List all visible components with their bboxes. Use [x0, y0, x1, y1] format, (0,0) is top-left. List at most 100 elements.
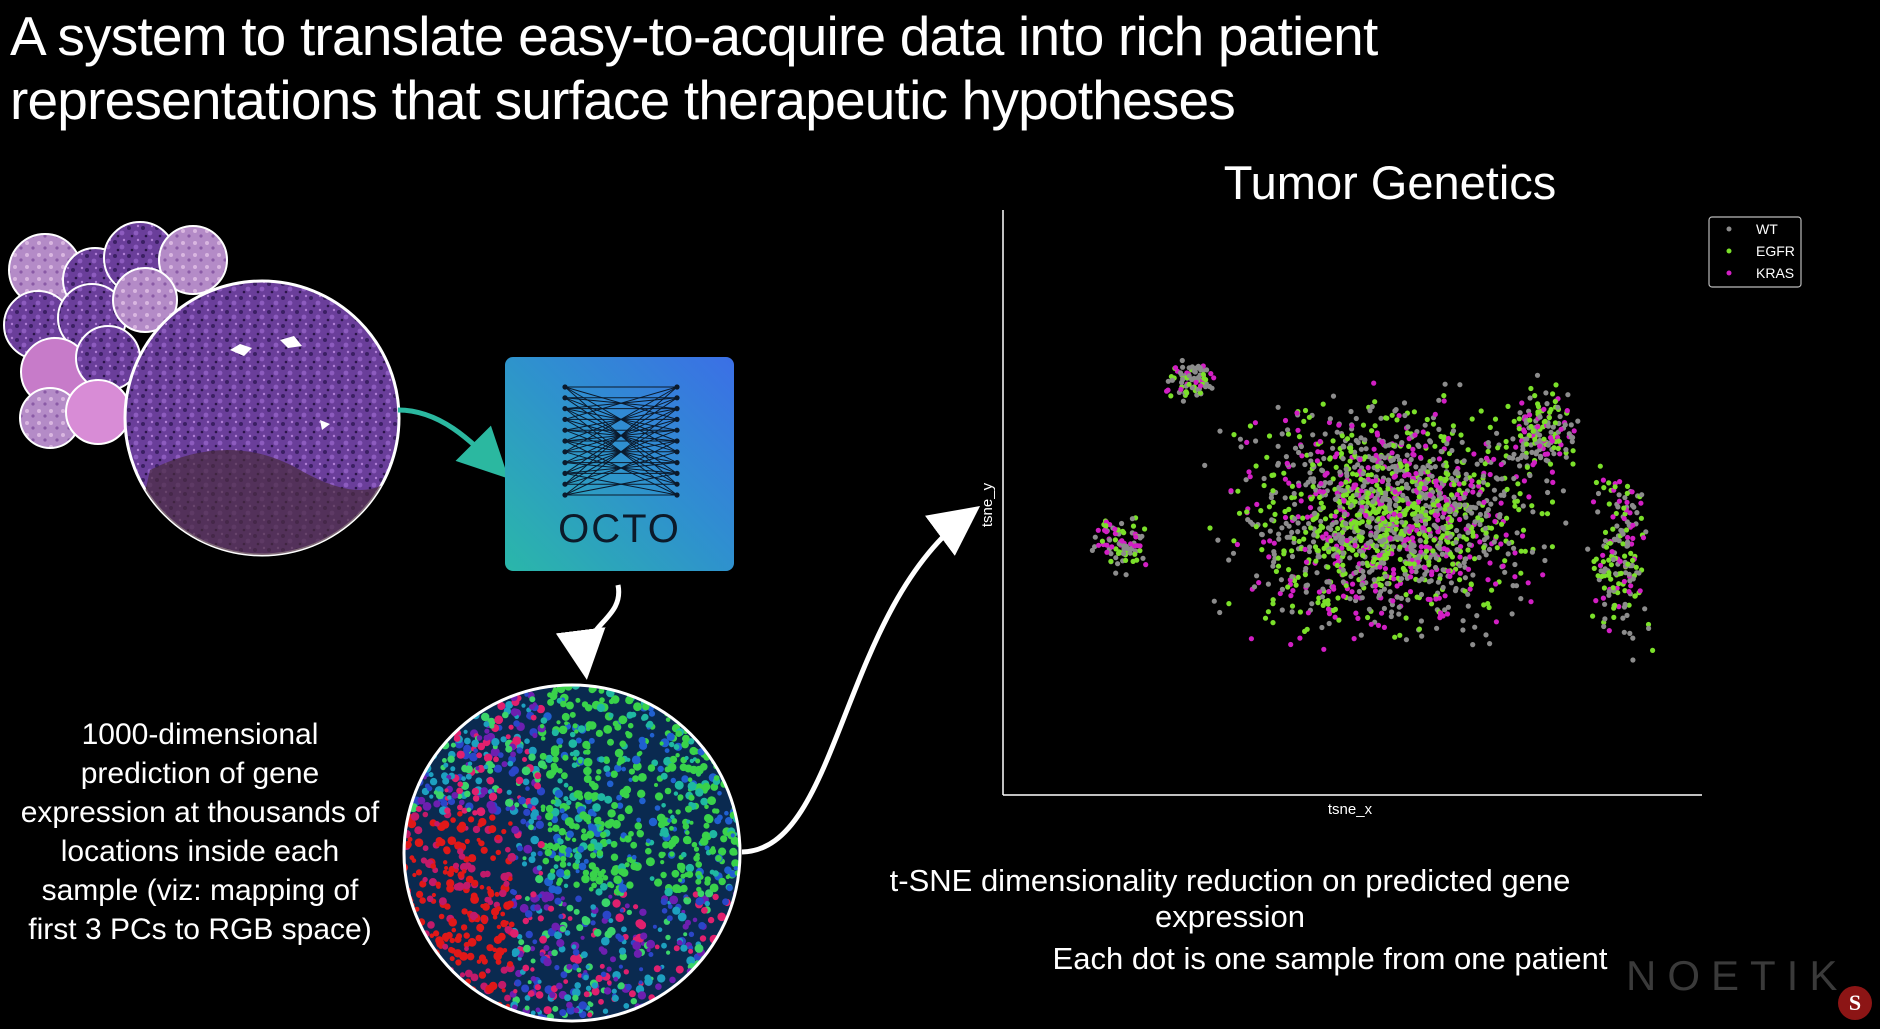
scatter-point [1370, 499, 1376, 505]
scatter-point [1423, 544, 1429, 550]
scatter-point [1627, 510, 1633, 516]
scatter-point [1471, 472, 1477, 478]
scatter-point [1397, 632, 1403, 638]
scatter-point [1377, 564, 1383, 570]
scatter-point [1448, 492, 1455, 498]
scatter-point [1286, 506, 1292, 512]
scatter-point [1503, 532, 1509, 538]
scatter-point [1310, 539, 1317, 545]
scatter-point [1337, 469, 1343, 475]
scatter-point [1388, 613, 1394, 620]
scatter-point [1477, 539, 1483, 545]
scatter-point [1330, 546, 1337, 552]
scatter-point [1289, 574, 1295, 580]
scatter-point [1360, 499, 1366, 505]
scatter-point [1373, 452, 1379, 458]
scatter-point [1595, 490, 1602, 497]
scatter-point [1336, 532, 1342, 538]
scatter-point [1530, 509, 1536, 515]
scatter-point [1646, 625, 1652, 632]
scatter-point [1444, 463, 1450, 469]
scatter-point [1128, 541, 1134, 547]
scatter-point [1271, 551, 1277, 558]
scatter-point [1512, 574, 1518, 580]
scatter-point [1353, 552, 1359, 558]
scatter-point [1431, 537, 1437, 543]
scatter-point [1532, 436, 1538, 442]
scatter-point [1643, 529, 1649, 535]
scatter-point [1522, 548, 1528, 554]
scatter-point [1504, 486, 1510, 492]
scatter-point [1395, 480, 1401, 486]
scatter-point [1491, 456, 1497, 462]
scatter-point [1310, 432, 1316, 438]
scatter-point [1427, 438, 1433, 444]
scatter-point [1335, 595, 1341, 601]
scatter-point [1244, 509, 1250, 515]
scatter-point [1197, 365, 1203, 371]
scatter-point [1457, 554, 1463, 560]
scatter-point [1447, 534, 1453, 540]
scatter-point [1465, 447, 1471, 453]
scatter-point [1413, 464, 1419, 470]
scatter-point [1359, 582, 1365, 588]
scatter-point [1356, 534, 1362, 540]
scatter-point [1481, 537, 1487, 543]
scatter-point [1515, 481, 1521, 487]
scatter-point [1109, 544, 1115, 550]
scatter-point [1378, 539, 1385, 545]
scatter-point [1322, 480, 1328, 486]
scatter-point [1416, 531, 1422, 537]
scatter-point [1622, 553, 1628, 559]
scatter-point [1465, 547, 1471, 553]
scatter-point [1625, 561, 1631, 567]
scatter-point [1483, 530, 1489, 536]
scatter-point [1608, 562, 1614, 568]
scatter-point [1430, 456, 1436, 462]
scatter-point [1374, 430, 1380, 436]
scatter-point [1336, 422, 1342, 428]
scatter-point [1384, 415, 1390, 421]
scatter-point [1454, 491, 1460, 498]
scatter-point [1430, 421, 1437, 427]
scatter-point [1414, 518, 1420, 524]
scatter-point [1386, 442, 1392, 448]
scatter-point [1555, 404, 1561, 410]
scatter-point [1450, 423, 1456, 429]
scatter-point [1168, 393, 1174, 399]
scatter-point [1217, 428, 1223, 434]
scatter-point [1476, 554, 1482, 561]
scatter-point [1322, 472, 1328, 478]
scatter-point [1302, 407, 1309, 414]
scatter-point [1396, 505, 1402, 511]
scatter-point [1422, 564, 1428, 571]
scatter-point [1571, 428, 1577, 434]
scatter-point [1270, 563, 1276, 569]
scatter-point [1366, 606, 1372, 612]
scatter-point [1288, 593, 1294, 599]
scatter-point [1558, 426, 1564, 432]
scatter-point [1295, 529, 1301, 535]
scatter-point [1324, 488, 1330, 494]
scatter-point [1180, 364, 1186, 370]
scatter-point [1452, 511, 1458, 517]
scatter-point [1505, 551, 1511, 557]
scatter-point [1164, 388, 1170, 394]
scatter-point [1452, 501, 1458, 507]
scatter-point [1291, 539, 1297, 546]
scatter-point [1448, 580, 1454, 586]
scatter-point [1315, 600, 1321, 606]
scatter-point [1602, 601, 1608, 607]
scatter-point [1096, 542, 1102, 548]
scatter-point [1404, 463, 1410, 469]
neural-network-icon [562, 384, 680, 498]
scatter-point [1381, 605, 1387, 612]
scatter-point [1452, 588, 1459, 594]
scatter-point [1326, 611, 1333, 617]
scatter-point [1478, 408, 1484, 414]
scatter-point [1461, 560, 1467, 566]
scatter-point [1197, 390, 1203, 396]
scatter-point [1499, 521, 1505, 527]
scatter-point [1449, 475, 1455, 482]
scatter-point [1399, 440, 1405, 446]
